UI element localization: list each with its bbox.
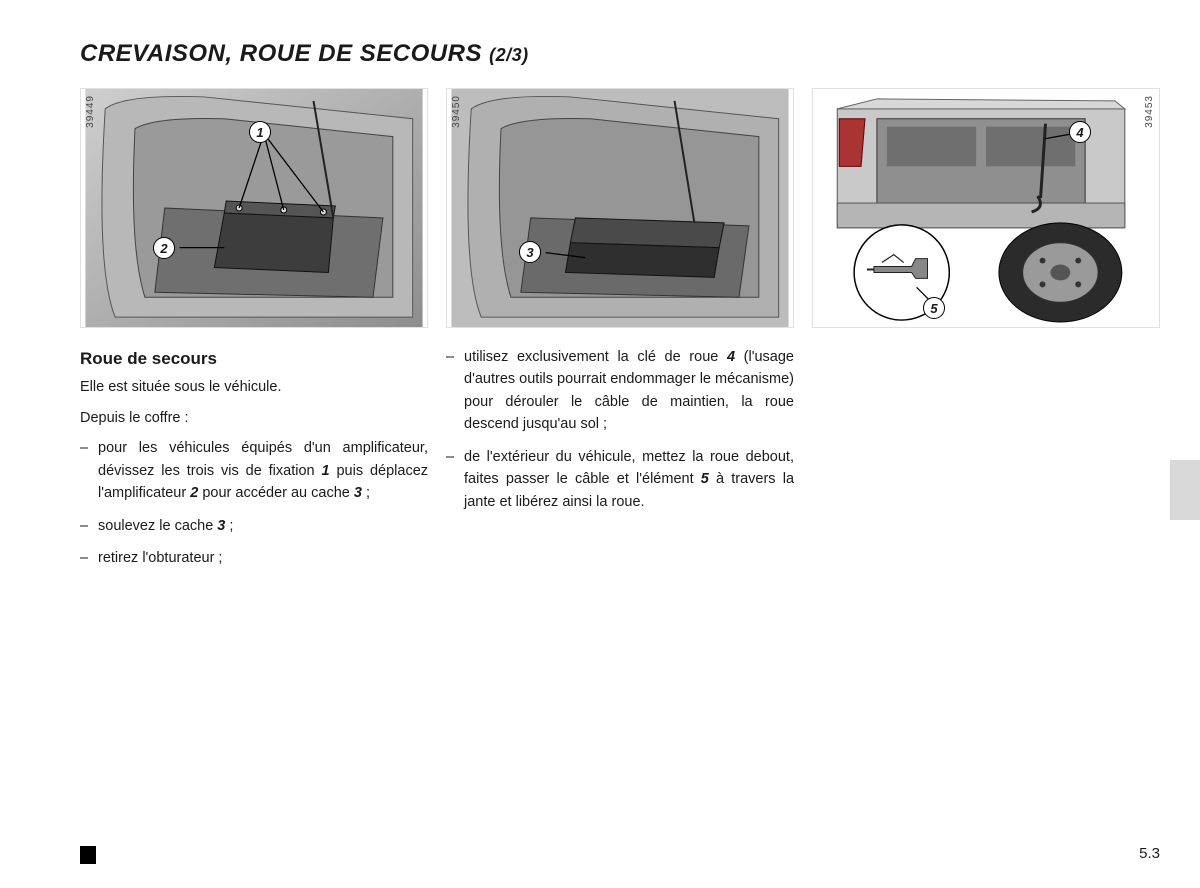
figure-1-id: 39449 [85, 95, 96, 128]
col1-intro1: Elle est située sous le véhicule. [80, 376, 428, 398]
figure-3-id: 39453 [1144, 95, 1155, 128]
col2-bullet-2: de l'extérieur du véhicule, mettez la ro… [446, 446, 794, 513]
col1-list: pour les véhicules équipés d'un amplific… [80, 437, 428, 569]
figure-2-id: 39450 [451, 95, 462, 128]
col1-intro2: Depuis le coffre : [80, 407, 428, 429]
col2-list: utilisez exclusivement la clé de roue 4 … [446, 346, 794, 513]
callout-1: 1 [249, 121, 271, 143]
col1-bullet-3: retirez l'obturateur ; [80, 547, 428, 569]
col2-bullet-1: utilisez exclusivement la clé de roue 4 … [446, 346, 794, 436]
figure-1: 39449 [80, 88, 428, 328]
col1-bullet-2: soulevez le cache 3 ; [80, 515, 428, 537]
column-3: 39453 [812, 88, 1160, 580]
title-main: CREVAISON, ROUE DE SECOURS [80, 40, 489, 67]
figure-3-illustration [813, 89, 1159, 327]
columns: 39449 [80, 88, 1160, 580]
callout-4: 4 [1069, 121, 1091, 143]
section-tab [1170, 460, 1200, 520]
manual-page: CREVAISON, ROUE DE SECOURS (2/3) 39449 [0, 0, 1200, 888]
col1-subhead: Roue de secours [80, 346, 428, 372]
col1-bullet-1: pour les véhicules équipés d'un amplific… [80, 437, 428, 504]
corner-mark [80, 846, 96, 864]
column-1: 39449 [80, 88, 428, 580]
page-title: CREVAISON, ROUE DE SECOURS (2/3) [80, 40, 1160, 68]
callout-5: 5 [923, 297, 945, 319]
figure-3: 39453 [812, 88, 1160, 328]
callout-2: 2 [153, 237, 175, 259]
figure-2: 39450 3 [446, 88, 794, 328]
title-paren: (2/3) [489, 45, 529, 65]
col2-text: utilisez exclusivement la clé de roue 4 … [446, 346, 794, 513]
callout-3: 3 [519, 241, 541, 263]
page-number: 5.3 [1139, 845, 1160, 862]
col1-text: Roue de secours Elle est située sous le … [80, 346, 428, 570]
column-2: 39450 3 [446, 88, 794, 580]
figure-2-illustration [447, 89, 793, 327]
